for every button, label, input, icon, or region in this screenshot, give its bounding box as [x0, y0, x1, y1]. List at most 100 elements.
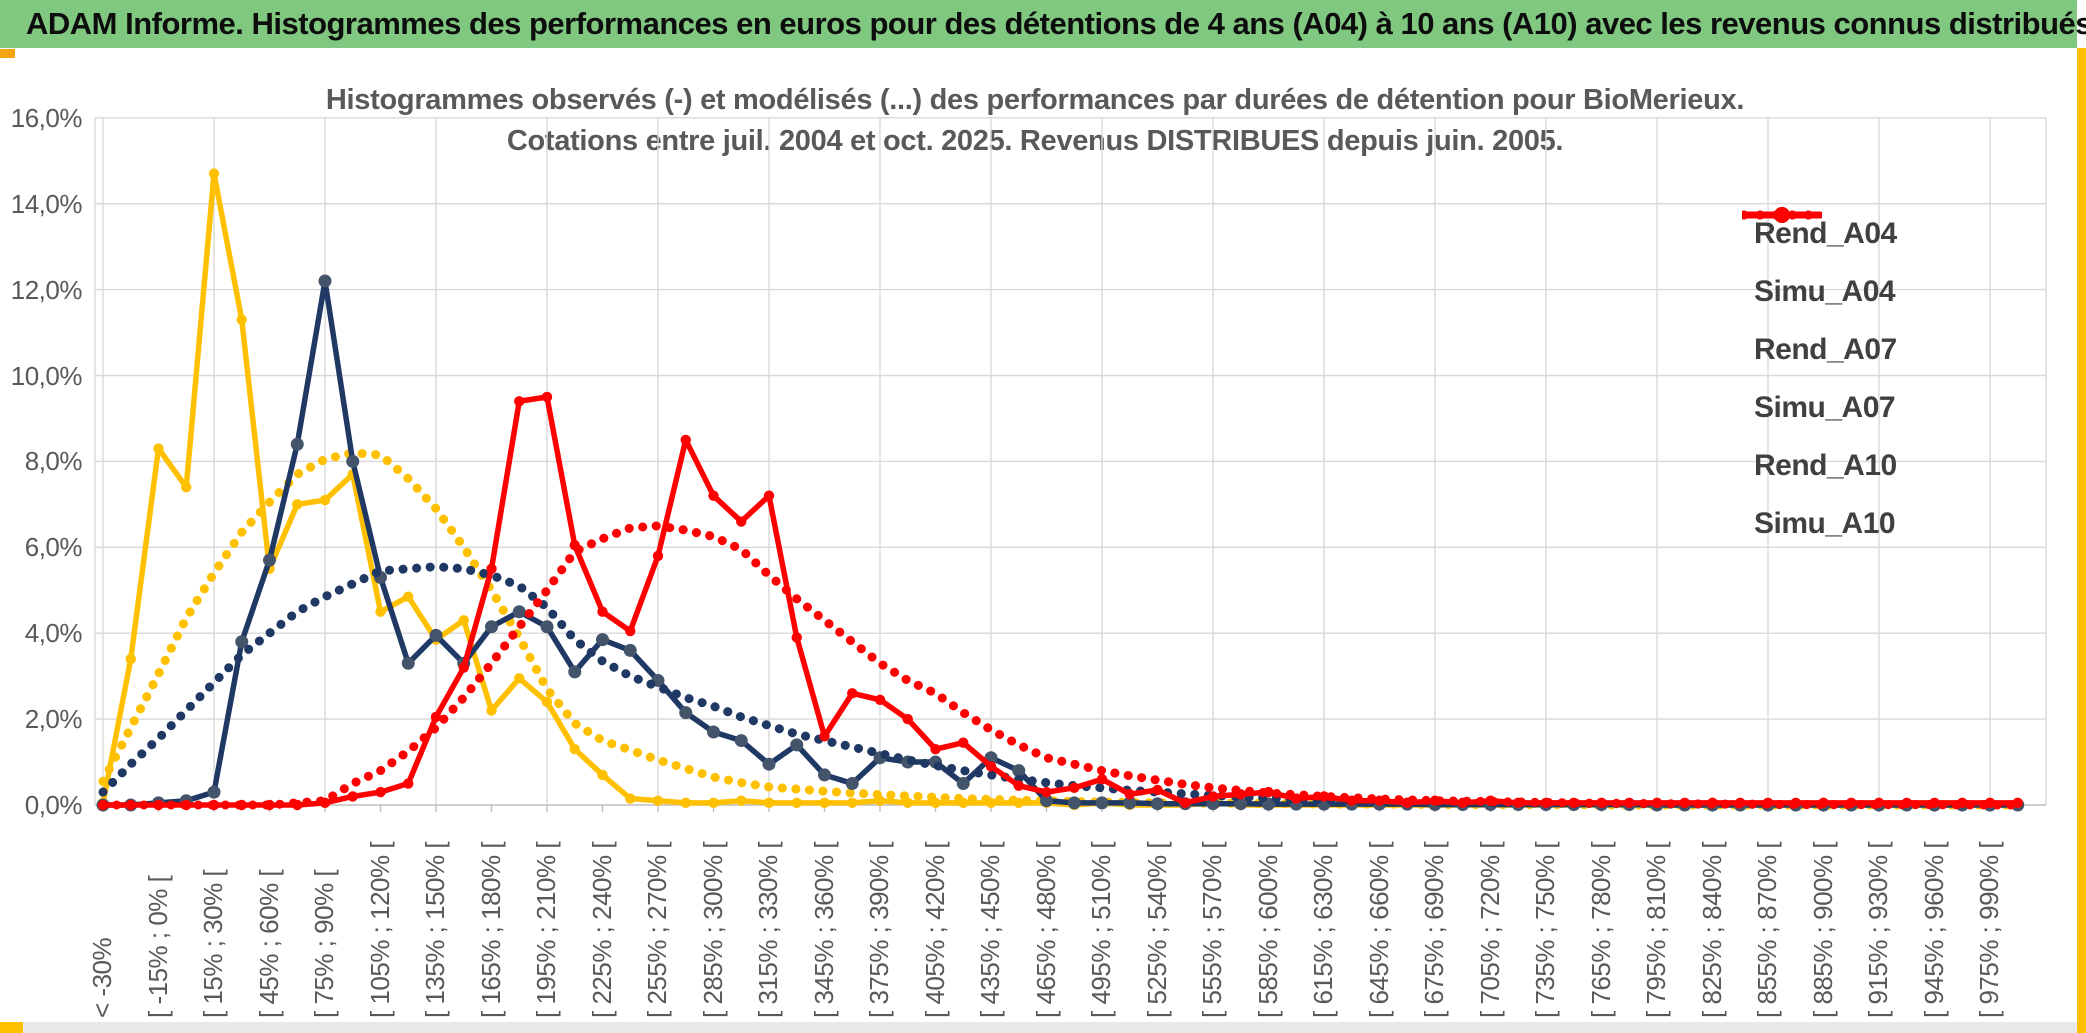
series-marker-Rend_A04	[597, 769, 608, 781]
series-marker-Rend_A04	[319, 494, 331, 506]
series-marker-Rend_A07	[263, 553, 276, 567]
x-axis-label: [ 255% ; 270% [	[642, 841, 672, 1018]
series-marker-Rend_A10	[930, 743, 941, 755]
series-marker-Rend_A04	[791, 797, 802, 809]
legend-label: Simu_A04	[1754, 275, 1896, 308]
series-marker-Rend_A10	[486, 563, 497, 574]
series-marker-Rend_A10	[347, 791, 358, 802]
legend-item-Simu_A10: Simu_A10	[1742, 210, 1897, 553]
y-axis-label: 10,0%	[10, 360, 83, 391]
series-marker-Rend_A10	[1180, 797, 1191, 809]
series-marker-Rend_A10	[874, 694, 886, 705]
series-marker-Rend_A10	[375, 786, 386, 798]
chart-title: Histogrammes observés (-) et modélisés (…	[300, 80, 1770, 162]
series-marker-Rend_A10	[597, 606, 608, 617]
x-axis-label: [ 975% ; 990% [	[1974, 841, 2004, 1018]
series-marker-Rend_A07	[734, 734, 748, 748]
series-marker-Rend_A04	[736, 795, 747, 806]
series-marker-Rend_A04	[819, 797, 830, 809]
series-marker-Rend_A04	[125, 653, 136, 665]
series-marker-Rend_A10	[625, 625, 636, 637]
series-marker-Rend_A07	[1067, 796, 1081, 810]
x-axis-label: [ 315% ; 330% [	[753, 841, 783, 1018]
x-axis-label: [ 225% ; 240% [	[586, 841, 617, 1018]
series-marker-Rend_A10	[1041, 786, 1052, 798]
series-marker-Rend_A07	[956, 777, 970, 791]
y-axis-label: 4,0%	[24, 618, 83, 649]
series-marker-Rend_A07	[540, 620, 554, 634]
series-marker-Rend_A04	[708, 797, 719, 809]
y-axis-label: 0,0%	[24, 790, 83, 820]
x-axis-label: [ 75% ; 90% [	[309, 869, 339, 1018]
series-marker-Rend_A10	[680, 434, 691, 446]
series-marker-Rend_A07	[346, 454, 360, 468]
y-axis-label: 2,0%	[24, 704, 83, 735]
series-marker-Rend_A04	[763, 797, 775, 809]
series-marker-Rend_A04	[847, 797, 858, 809]
x-axis-label: [ 585% ; 600% [	[1252, 841, 1283, 1018]
x-axis-label: [ 405% ; 420% [	[919, 841, 950, 1018]
chart-title-line2: Cotations entre juil. 2004 et oct. 2025.…	[506, 125, 1564, 157]
x-axis-label: [ 915% ; 930% [	[1863, 841, 1893, 1018]
gold-accent-bottom-left	[0, 1022, 23, 1033]
x-axis-label: [ 285% ; 300% [	[697, 841, 728, 1018]
series-marker-Rend_A07	[1095, 796, 1109, 810]
series-marker-Rend_A10	[1096, 774, 1108, 785]
series-marker-Rend_A04	[292, 499, 303, 510]
series-marker-Rend_A07	[707, 725, 720, 739]
series-marker-Rend_A07	[790, 738, 804, 752]
legend-swatch-dotted	[1742, 210, 1822, 220]
series-marker-Rend_A07	[818, 768, 831, 782]
series-marker-Rend_A10	[958, 737, 969, 748]
series-marker-Rend_A04	[181, 481, 192, 493]
series-marker-Rend_A04	[514, 673, 525, 684]
x-axis-label: [ 555% ; 570% [	[1197, 841, 1227, 1018]
series-marker-Rend_A10	[763, 490, 775, 501]
series-marker-Rend_A10	[1069, 782, 1080, 794]
x-axis-label: [ 795% ; 810% [	[1641, 841, 1671, 1018]
page-title: ADAM Informe. Histogrammes des performan…	[26, 6, 2086, 41]
series-line-Rend_A07	[100, 278, 2021, 808]
series-marker-Rend_A10	[1013, 780, 1024, 791]
x-axis-label: [ 165% ; 180% [	[475, 841, 506, 1018]
series-marker-Rend_A10	[791, 632, 802, 643]
x-axis-label: [ 15% ; 30% [	[198, 869, 228, 1018]
legend-label: Rend_A10	[1754, 449, 1897, 482]
series-marker-Rend_A04	[375, 606, 386, 617]
series-marker-Rend_A07	[1040, 794, 1053, 808]
series-marker-Rend_A10	[847, 688, 858, 699]
gold-accent-right	[2077, 48, 2086, 1033]
x-axis-label: [ 465% ; 480% [	[1030, 841, 1061, 1018]
legend-label: Rend_A04	[1754, 217, 1897, 250]
x-axis-label: [ 945% ; 960% [	[1918, 841, 1949, 1018]
x-axis-label: [ 615% ; 630% [	[1308, 841, 1338, 1018]
bottom-row-strip	[0, 1022, 2077, 1033]
x-axis-label: [ 765% ; 780% [	[1585, 841, 1616, 1018]
x-axis-label: [ 525% ; 540% [	[1141, 841, 1172, 1018]
x-axis-label: [ 345% ; 360% [	[808, 841, 839, 1018]
x-axis-label: [ -15% ; 0% [	[142, 875, 173, 1018]
series-marker-Rend_A10	[458, 662, 469, 673]
series-marker-Rend_A10	[1318, 791, 1330, 802]
chart-legend: Rend_A04 Simu_A04 Rend_A07 Simu_A07 Rend_A10…	[1742, 205, 1897, 553]
x-axis-label: [ 45% ; 60% [	[253, 869, 284, 1018]
series-line-Simu_A10	[98, 521, 2023, 810]
series-marker-Rend_A10	[985, 761, 997, 772]
series-marker-Rend_A10	[403, 778, 414, 789]
legend-label: Simu_A10	[1754, 507, 1896, 540]
series-marker-Rend_A07	[1151, 797, 1164, 811]
series-marker-Rend_A07	[512, 605, 526, 619]
series-marker-Rend_A04	[541, 696, 553, 708]
legend-item-Rend_A07: Rend_A07	[1742, 207, 1897, 379]
series-marker-Rend_A07	[1123, 796, 1137, 810]
x-axis-label: [ 135% ; 150% [	[420, 841, 450, 1018]
x-axis-label: [ 105% ; 120% [	[364, 841, 395, 1018]
series-marker-Rend_A10	[708, 490, 719, 501]
x-axis-label: < -30%	[87, 937, 117, 1018]
legend-label: Rend_A07	[1754, 333, 1897, 366]
x-axis-label: [ 195% ; 210% [	[531, 841, 561, 1018]
series-marker-Rend_A10	[902, 713, 913, 725]
series-line-Simu_A04	[98, 448, 2023, 810]
y-axis-label: 12,0%	[10, 274, 83, 305]
